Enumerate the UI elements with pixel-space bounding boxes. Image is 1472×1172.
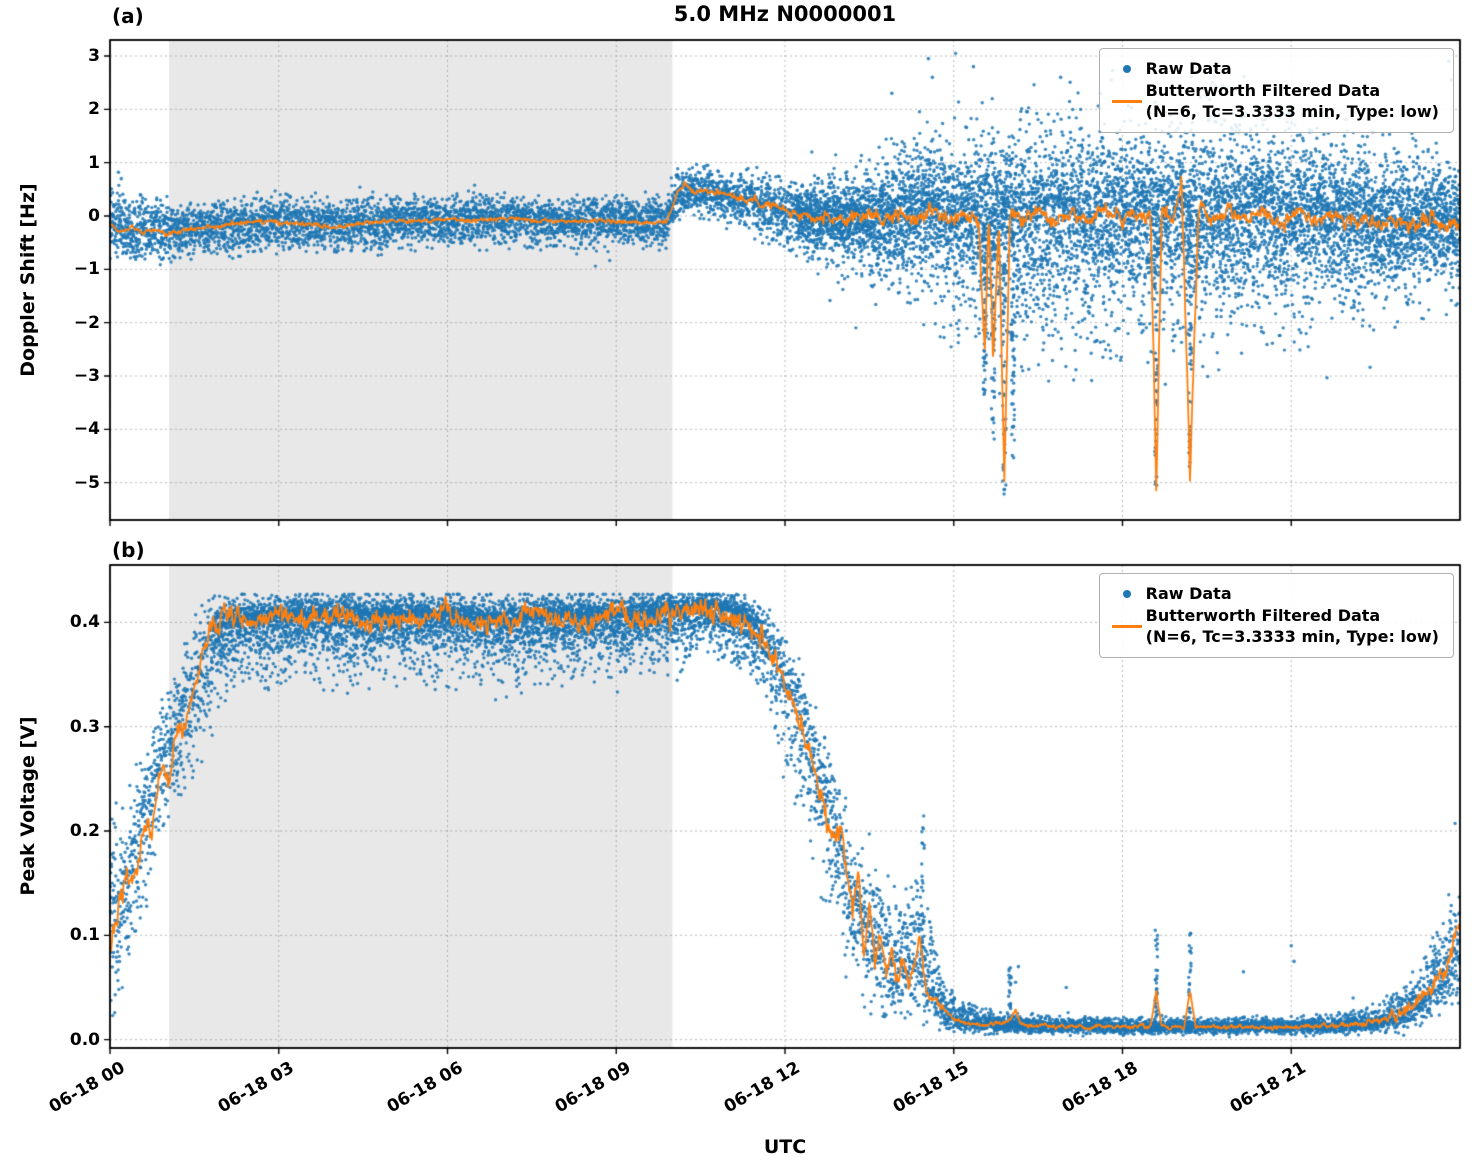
y-tick-label: 1: [88, 152, 100, 173]
raw-data-marker-icon: [1122, 64, 1131, 73]
y-tick-label: 0: [88, 206, 100, 226]
legend-raw-label: Raw Data: [1145, 59, 1232, 78]
legend-filtered-label-line1: Butterworth Filtered Data: [1145, 606, 1381, 625]
legend-raw-row: Raw Data: [1108, 584, 1439, 603]
panel-a-legend: Raw Data Butterworth Filtered Data (N=6,…: [1098, 48, 1454, 133]
filtered-line-marker-icon: [1111, 624, 1142, 628]
y-tick-label: 2: [88, 99, 100, 120]
y-tick-label: −1: [73, 259, 100, 280]
y-tick-label: 0.0: [69, 1029, 100, 1050]
legend-raw-label: Raw Data: [1145, 584, 1232, 603]
y-tick-label: −2: [73, 312, 100, 333]
legend-filtered-row: Butterworth Filtered Data (N=6, Tc=3.333…: [1108, 605, 1439, 647]
panel-b-label: (b): [112, 538, 145, 562]
panel-b-y-axis-label: Peak Voltage [V]: [17, 716, 39, 896]
y-tick-label: 0.2: [69, 821, 100, 841]
y-tick-label: −5: [73, 472, 100, 493]
y-tick-label: −3: [73, 366, 100, 386]
figure-title: 5.0 MHz N0000001: [673, 2, 897, 26]
legend-filtered-row: Butterworth Filtered Data (N=6, Tc=3.333…: [1108, 80, 1439, 122]
legend-filtered-label-line2: (N=6, Tc=3.3333 min, Type: low): [1145, 627, 1439, 646]
panel-a-label: (a): [112, 4, 144, 28]
legend-filtered-label-line1: Butterworth Filtered Data: [1145, 81, 1381, 100]
y-tick-label: 3: [88, 46, 100, 66]
legend-filtered-label-line2: (N=6, Tc=3.3333 min, Type: low): [1145, 102, 1439, 121]
legend-raw-row: Raw Data: [1108, 59, 1439, 78]
x-axis-label: UTC: [763, 1136, 807, 1158]
y-tick-label: −4: [73, 419, 100, 440]
raw-data-marker-icon: [1122, 589, 1131, 598]
y-tick-label: 0.3: [69, 716, 100, 737]
filtered-line-marker-icon: [1111, 99, 1142, 103]
panel-b-legend: Raw Data Butterworth Filtered Data (N=6,…: [1098, 573, 1454, 658]
y-tick-label: 0.1: [69, 925, 100, 946]
y-tick-label: 0.4: [69, 612, 100, 633]
